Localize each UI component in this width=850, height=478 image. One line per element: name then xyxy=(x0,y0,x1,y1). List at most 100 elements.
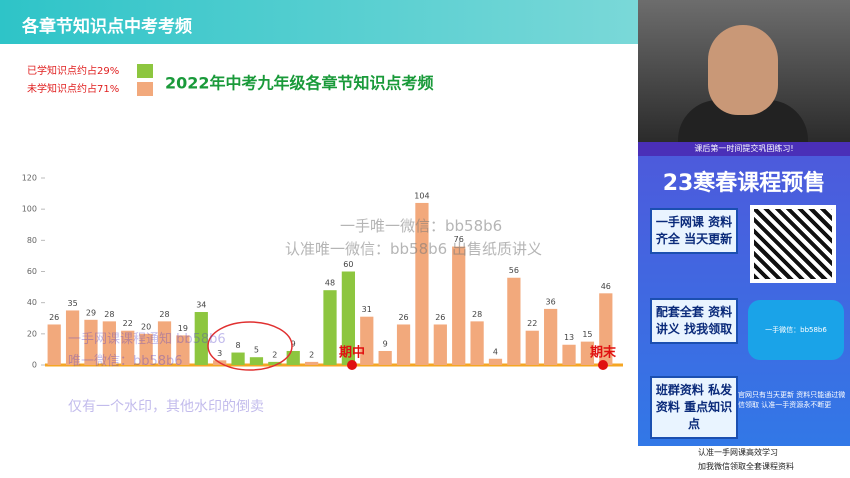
value-label: 46 xyxy=(601,282,611,291)
value-label: 2 xyxy=(272,350,277,359)
bar xyxy=(341,271,356,365)
tip: 课后第一时间提交巩固练习! xyxy=(638,142,850,156)
sidebar: 课后第一时间提交巩固练习! 23寒春课程预售 一手网课 资料齐全 当天更新 配套… xyxy=(638,0,850,478)
annotation: 期中 xyxy=(339,345,365,361)
value-label: 26 xyxy=(398,313,408,322)
bar xyxy=(47,324,61,365)
bar xyxy=(562,344,576,365)
value-label: 22 xyxy=(123,319,133,328)
bar xyxy=(268,361,282,365)
value-label: 4 xyxy=(493,347,498,356)
value-label: 56 xyxy=(509,266,519,275)
promo-box: 配套全套 资料讲义 找我领取 xyxy=(650,298,738,344)
value-label: 15 xyxy=(582,330,592,339)
bar xyxy=(415,202,429,365)
promo-box: 一手网课 资料齐全 当天更新 xyxy=(650,208,738,254)
value-label: 13 xyxy=(564,333,574,342)
value-label: 22 xyxy=(527,319,537,328)
bar xyxy=(139,333,153,365)
bar xyxy=(360,316,374,365)
bar xyxy=(544,308,558,365)
y-tick-label: 0 xyxy=(32,361,37,370)
legend-swatch xyxy=(137,64,153,78)
annotation: 期末 xyxy=(590,345,617,361)
webcam xyxy=(638,0,850,150)
bar xyxy=(249,357,264,365)
y-tick-label: 80 xyxy=(27,236,37,245)
value-label: 28 xyxy=(104,310,114,319)
bar xyxy=(102,321,116,365)
banner: 各章节知识点中考考频 xyxy=(0,0,638,44)
y-tick-label: 40 xyxy=(27,298,37,307)
value-label: 19 xyxy=(178,324,188,333)
promo-title: 23寒春课程预售 xyxy=(662,171,826,196)
value-label: 8 xyxy=(236,341,241,350)
bar xyxy=(396,324,411,365)
value-label: 9 xyxy=(291,339,296,348)
bar xyxy=(378,350,392,365)
value-label: 9 xyxy=(383,339,388,348)
marker-dot xyxy=(347,360,357,370)
value-label: 29 xyxy=(86,308,96,317)
bar xyxy=(176,335,190,365)
footer-line: 加我微信领取全套课程资料 xyxy=(698,462,794,471)
value-label: 36 xyxy=(546,297,556,306)
bar xyxy=(433,324,447,365)
value-label: 20 xyxy=(141,322,151,331)
y-tick-label: 60 xyxy=(27,267,37,276)
bar xyxy=(157,321,172,365)
value-label: 31 xyxy=(362,305,372,314)
value-label: 76 xyxy=(454,235,464,244)
marker-dot xyxy=(598,360,608,370)
car-banner: 一手微信：bb58b6 xyxy=(748,300,844,360)
bar xyxy=(286,350,300,365)
chart: 2022年中考九年级各章节知识点考频 已学知识点约占29% 未学知识点约占71% 0 2… xyxy=(22,64,623,371)
value-label: 35 xyxy=(67,299,77,308)
value-label: 28 xyxy=(472,310,482,319)
bar xyxy=(488,358,503,365)
value-label: 26 xyxy=(435,313,445,322)
watermark: 仅有一个水印，其他水印的倒卖 xyxy=(68,399,264,415)
legend-label: 已学知识点约占29% xyxy=(27,64,119,77)
value-label: 104 xyxy=(414,191,429,200)
chart-title: 2022年中考九年级各章节知识点考频 xyxy=(165,74,434,93)
bar xyxy=(507,277,521,365)
watermark: 一手网课课程通知 bb58b6 xyxy=(68,332,226,347)
note: 官网只有当天更新 资料只能通过微信领取 认准一手资源永不断更 xyxy=(738,391,846,409)
value-label: 34 xyxy=(196,301,206,310)
bar xyxy=(599,293,613,365)
bar xyxy=(121,330,135,365)
footer: 认准一手网课高效学习加我微信领取全套课程资料 xyxy=(638,446,850,478)
bar xyxy=(323,290,337,365)
y-tick-label: 20 xyxy=(27,329,37,338)
watermark: 一手唯一微信：bb58b6 xyxy=(340,217,503,235)
bar xyxy=(65,310,80,365)
watermark: 唯一微信：bb58b6 xyxy=(68,354,183,369)
promo-box: 班群资料 私发资料 重点知识点 xyxy=(650,376,738,439)
value-label: 3 xyxy=(217,349,222,358)
value-label: 26 xyxy=(49,313,59,322)
legend-swatch xyxy=(137,82,153,96)
qr-code xyxy=(750,205,836,283)
value-label: 28 xyxy=(159,310,169,319)
bar xyxy=(470,321,484,365)
y-tick-label: 120 xyxy=(22,174,37,183)
footer-line: 认准一手网课高效学习 xyxy=(698,448,778,457)
y-tick-label: 100 xyxy=(22,205,37,214)
value-label: 60 xyxy=(343,260,353,269)
bar xyxy=(304,361,319,365)
bar xyxy=(525,330,539,365)
value-label: 2 xyxy=(309,350,314,359)
bar xyxy=(194,312,208,365)
value-label: 5 xyxy=(254,346,259,355)
value-label: 48 xyxy=(325,279,335,288)
legend-label: 未学知识点约占71% xyxy=(27,82,119,95)
bar xyxy=(84,319,98,365)
page-title: 各章节知识点中考考频 xyxy=(22,17,192,37)
watermark: 认准唯一微信：bb58b6 出售纸质讲义 xyxy=(285,240,542,258)
bar xyxy=(452,246,466,365)
bar xyxy=(231,352,245,365)
bar xyxy=(580,341,595,365)
highlight-circle xyxy=(207,321,293,371)
